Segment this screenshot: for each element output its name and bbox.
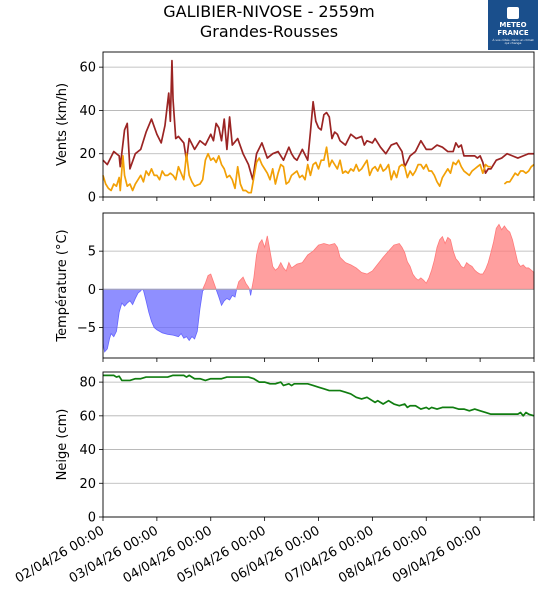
series-line-gust: [102, 59, 534, 181]
y-tick-label: 0: [88, 511, 96, 526]
y-tick-label: 20: [79, 147, 96, 162]
panel-frame: [102, 371, 535, 518]
series-area-temp_pos2: [236, 276, 250, 290]
y-axis-label: Température (°C): [55, 229, 70, 342]
logo-tagline: À vos côtés, dans un climat qui change: [492, 38, 534, 45]
y-tick-label: 40: [79, 104, 96, 119]
series-line-snow: [103, 374, 535, 417]
series-line-mean2: [503, 163, 535, 185]
y-tick-label: 80: [79, 376, 96, 391]
logo-line2: FRANCE: [497, 29, 529, 37]
y-tick-label: 5: [88, 245, 96, 260]
panel-3: 0 20 40 60 80 Neige (cm): [55, 371, 535, 526]
y-tick-label: −5: [77, 321, 96, 336]
series-area-temp_neg1: [102, 288, 206, 353]
meteo-france-logo: METEO FRANCE À vos côtés, dans un climat…: [488, 0, 538, 50]
y-tick-label: 20: [79, 477, 96, 492]
x-tick-label: 04/04/26 00:00: [121, 523, 215, 586]
y-tick-label: 0: [88, 283, 96, 298]
x-tick-label: 02/04/26 00:00: [13, 523, 107, 586]
x-tick-label: 06/04/26 00:00: [228, 523, 322, 586]
y-axis-label: Vents (km/h): [55, 83, 70, 166]
series-area-temp_neg3: [249, 288, 253, 296]
logo-mark-icon: [507, 7, 519, 19]
y-axis-label: Neige (cm): [55, 409, 70, 481]
y-tick-label: 60: [79, 61, 96, 76]
chart-title: GALIBIER-NIVOSE - 2559m: [163, 2, 375, 21]
series-line-mean: [102, 146, 491, 194]
series-area-temp_pos3: [251, 223, 535, 291]
series-area-temp_pos1: [202, 273, 217, 291]
y-tick-label: 60: [79, 409, 96, 424]
y-tick-label: 0: [88, 191, 96, 206]
x-tick-label: 05/04/26 00:00: [175, 523, 269, 586]
series-area-temp_neg2: [215, 288, 238, 307]
x-tick-label: 03/04/26 00:00: [67, 523, 161, 586]
x-tick-label: 07/04/26 00:00: [282, 523, 376, 586]
y-tick-label: 40: [79, 443, 96, 458]
chart-subtitle: Grandes-Rousses: [199, 22, 339, 41]
x-tick-label: 08/04/26 00:00: [336, 523, 430, 586]
x-tick-label: 09/04/26 00:00: [390, 523, 484, 586]
logo-line1: METEO: [499, 21, 527, 29]
panel-2: −5 0 5 Température (°C): [55, 212, 535, 362]
panel-1: 0 20 40 60 Vents (km/h): [55, 51, 535, 206]
